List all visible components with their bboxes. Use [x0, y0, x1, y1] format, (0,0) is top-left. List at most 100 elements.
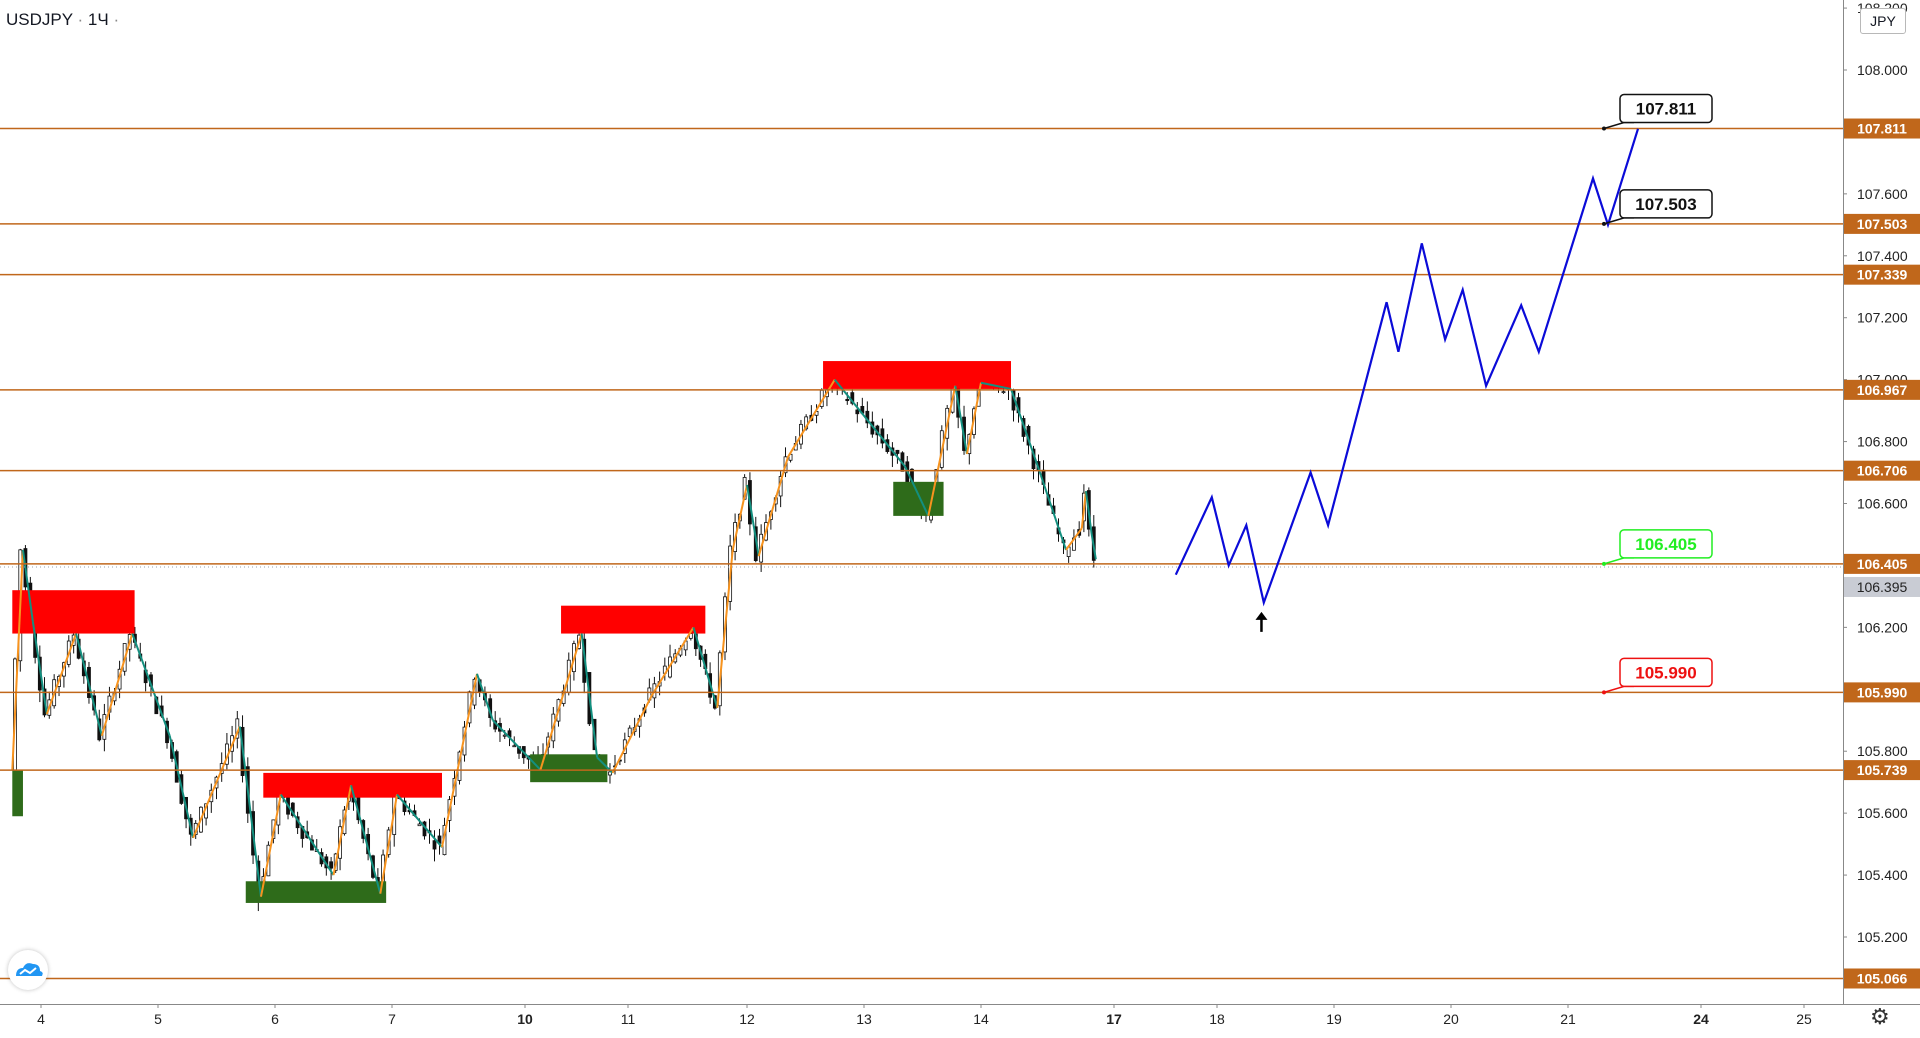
x-tick-label-2: 6 [271, 1011, 279, 1027]
zigzag-segment-41 [1084, 490, 1093, 535]
target-dot-1 [1602, 221, 1606, 226]
symbol-title: USDJPY · 1Ч · [6, 10, 119, 30]
zigzag-segment-20 [580, 633, 599, 758]
y-tick-label-5: 106.200 [1857, 619, 1908, 635]
zigzag-segment-10 [259, 794, 282, 897]
supply-zone-2 [561, 605, 706, 634]
zigzag-segment-28 [757, 456, 789, 557]
x-tick-label-5: 11 [621, 1011, 636, 1027]
zigzag-segment-16 [441, 673, 478, 848]
zigzag-segment-36 [980, 381, 1012, 390]
zigzag-layer [11, 379, 1097, 897]
zigzag-segment-25 [716, 549, 734, 708]
current-price-label: 106.395 [1857, 579, 1908, 595]
zigzag-segment-0 [11, 549, 24, 770]
target-pointer-0 [1603, 121, 1634, 130]
title-separator: · [77, 10, 84, 29]
levels-layer [0, 127, 1843, 980]
candle-body-166 [845, 398, 850, 402]
candle-body-63 [329, 861, 334, 869]
zigzag-segment-32 [904, 465, 930, 517]
candle-body-168 [855, 409, 860, 415]
title-dot: · [113, 10, 120, 29]
zigzag-segment-11 [280, 794, 335, 876]
target-label-2: 106.405 [1635, 535, 1696, 554]
x-tick-label-13: 21 [1560, 1011, 1576, 1027]
x-tick-label-3: 7 [388, 1011, 396, 1027]
zigzag-segment-17 [476, 673, 494, 721]
y-tick-label-2: 105.600 [1857, 805, 1908, 821]
symbol-name: USDJPY [6, 10, 73, 29]
zigzag-segment-23 [650, 626, 695, 697]
y-tick-label-10: 107.200 [1857, 310, 1908, 326]
zigzag-segment-34 [954, 385, 968, 455]
x-tick-label-12: 20 [1443, 1011, 1459, 1027]
y-tick-label-12: 107.600 [1857, 186, 1908, 202]
timeframe-label: 1Ч [87, 10, 109, 29]
zigzag-segment-30 [833, 379, 871, 424]
time-axis-bg [0, 1004, 1920, 1038]
level-badge-label-8: 105.066 [1857, 970, 1908, 986]
zigzag-segment-42 [1090, 534, 1097, 560]
candle-body-98 [502, 734, 507, 737]
level-badge-label-6: 105.990 [1857, 684, 1908, 700]
level-badge-7 [1844, 760, 1920, 781]
zigzag-segment-35 [965, 382, 982, 455]
x-tick-label-15: 25 [1796, 1011, 1812, 1027]
target-label-1: 107.503 [1635, 195, 1696, 214]
level-badge-label-3: 106.967 [1857, 382, 1908, 398]
level-badge-3 [1844, 379, 1920, 400]
zones-layer [12, 361, 1011, 903]
level-badge-4 [1844, 460, 1920, 481]
y-tick-label-7: 106.600 [1857, 496, 1908, 512]
level-badge-label-1: 107.503 [1857, 216, 1908, 232]
zigzag-segment-31 [869, 422, 906, 467]
level-badge-label-7: 105.739 [1857, 762, 1908, 778]
zigzag-segment-5 [100, 633, 134, 737]
zigzag-segment-13 [350, 785, 382, 894]
projection-path [1174, 128, 1640, 607]
level-badge-8 [1844, 968, 1920, 989]
target-dot-2 [1602, 561, 1606, 566]
y-tick-label-1: 105.400 [1857, 867, 1908, 883]
y-tick-label-0: 105.200 [1857, 929, 1908, 945]
target-box-0 [1619, 93, 1713, 124]
zigzag-segment-40 [1080, 491, 1087, 529]
demand-zone-3 [893, 481, 944, 516]
level-badge-label-4: 106.706 [1857, 463, 1908, 479]
demand-zone-0 [12, 769, 23, 817]
target-box-1 [1619, 189, 1713, 219]
candle-body-84 [432, 840, 437, 850]
tradingview-logo[interactable] [8, 950, 48, 990]
level-badge-6 [1844, 682, 1920, 703]
level-badge-label-0: 107.811 [1857, 121, 1907, 137]
x-tick-label-1: 5 [154, 1011, 162, 1027]
zigzag-segment-7 [168, 735, 195, 839]
zigzag-segment-39 [1065, 527, 1083, 551]
level-badge-2 [1844, 264, 1920, 285]
up-arrow-head [1255, 611, 1268, 620]
level-badge-label-5: 106.405 [1857, 556, 1908, 572]
cloud-icon [16, 963, 43, 976]
y-tick-label-3: 105.800 [1857, 743, 1908, 759]
x-tick-label-14: 24 [1693, 1011, 1709, 1027]
level-badge-1 [1844, 213, 1920, 234]
zigzag-segment-27 [746, 484, 760, 557]
zigzag-segment-2 [31, 621, 48, 715]
current-price-badge [1844, 576, 1920, 597]
zigzag-segment-22 [611, 695, 653, 774]
currency-unit-button[interactable]: JPY [1860, 8, 1906, 34]
x-tick-label-9: 17 [1106, 1011, 1122, 1027]
target-label-3: 105.990 [1635, 663, 1696, 682]
zigzag-segment-8 [192, 726, 241, 839]
zigzag-segment-1 [21, 549, 34, 622]
settings-gear-icon[interactable]: ⚙ [1870, 1004, 1890, 1029]
zigzag-segment-14 [379, 794, 398, 894]
candle-body-119 [608, 771, 612, 776]
target-box-2 [1619, 529, 1713, 559]
candle-body-123 [627, 727, 632, 738]
zigzag-segment-15 [396, 793, 443, 848]
target-pointer-3 [1603, 685, 1634, 694]
